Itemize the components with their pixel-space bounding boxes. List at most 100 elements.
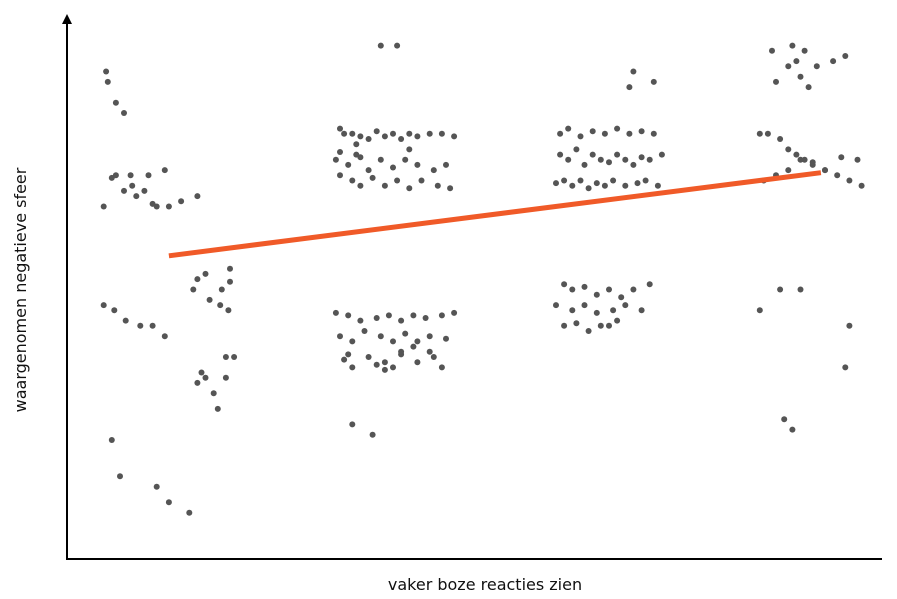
data-point	[626, 84, 633, 91]
data-point	[593, 180, 600, 187]
data-point	[337, 172, 343, 179]
data-point	[194, 276, 201, 283]
data-point	[122, 317, 129, 324]
data-point	[561, 322, 568, 329]
data-point	[402, 156, 409, 163]
data-point	[373, 361, 380, 368]
data-point	[377, 333, 384, 340]
data-point	[764, 130, 771, 137]
data-point	[406, 130, 413, 137]
data-point	[597, 322, 604, 329]
data-point	[630, 161, 637, 168]
data-point	[650, 130, 657, 137]
data-point	[410, 312, 417, 319]
data-point	[801, 156, 808, 163]
data-point	[642, 177, 649, 184]
data-point	[165, 499, 172, 506]
data-point	[186, 509, 193, 516]
y-axis-label: waargenomen negatieve sfeer	[11, 167, 30, 412]
data-point	[858, 182, 865, 189]
data-point	[610, 307, 617, 314]
data-point	[569, 286, 576, 293]
data-point	[222, 374, 229, 381]
data-point	[345, 161, 352, 168]
data-point	[781, 416, 788, 423]
data-point	[577, 177, 584, 184]
data-point	[593, 309, 600, 316]
data-point	[210, 390, 217, 397]
data-point	[430, 167, 437, 174]
data-point	[438, 130, 445, 137]
data-point	[206, 296, 213, 303]
data-point	[222, 354, 229, 360]
data-point	[553, 180, 559, 187]
data-point	[434, 182, 441, 189]
data-point	[406, 185, 413, 192]
data-point	[161, 333, 168, 340]
data-point	[217, 302, 224, 309]
data-point	[369, 431, 376, 438]
data-point	[581, 161, 588, 168]
data-point	[390, 338, 396, 345]
data-point	[569, 307, 576, 314]
data-point	[561, 177, 568, 184]
data-point	[577, 133, 584, 140]
data-point	[797, 156, 804, 163]
data-point	[369, 174, 376, 181]
data-point	[785, 146, 792, 153]
data-point	[117, 473, 123, 480]
data-point	[777, 286, 784, 293]
data-point	[426, 130, 433, 137]
data-point	[589, 128, 596, 135]
data-point	[108, 437, 115, 443]
data-point	[561, 281, 568, 288]
data-point	[231, 354, 238, 360]
data-point	[398, 317, 405, 324]
data-point	[422, 315, 429, 321]
data-point	[553, 302, 559, 309]
data-point	[593, 291, 600, 298]
data-point	[426, 333, 433, 340]
data-point	[557, 151, 564, 158]
data-point	[573, 320, 580, 327]
data-point	[100, 203, 107, 210]
data-point	[638, 154, 645, 161]
data-point	[357, 182, 364, 189]
data-point	[414, 133, 421, 140]
data-point	[398, 348, 405, 355]
data-point	[414, 338, 421, 345]
data-point	[418, 177, 425, 184]
data-point	[606, 322, 612, 329]
data-point	[337, 125, 343, 132]
data-point	[601, 182, 608, 189]
data-point	[377, 156, 384, 163]
data-point	[777, 136, 784, 142]
data-point	[337, 333, 343, 340]
data-point	[332, 309, 339, 316]
data-point	[793, 58, 800, 65]
data-point	[137, 322, 144, 329]
data-point	[789, 42, 796, 49]
data-point	[658, 151, 665, 158]
data-point	[145, 172, 152, 179]
data-point	[610, 177, 617, 184]
data-point	[597, 156, 604, 163]
data-point	[601, 130, 608, 137]
data-point	[805, 84, 812, 91]
data-point	[589, 151, 596, 158]
data-point	[622, 302, 629, 309]
data-point	[797, 286, 804, 293]
data-point	[822, 167, 828, 174]
data-point	[112, 99, 119, 106]
data-point	[585, 328, 592, 334]
data-point	[332, 156, 339, 163]
data-point	[377, 42, 384, 49]
data-point	[650, 78, 657, 85]
data-point	[793, 151, 800, 158]
data-point	[813, 63, 820, 70]
data-point	[618, 294, 625, 301]
data-point	[112, 172, 119, 179]
data-point	[202, 270, 209, 277]
data-point	[785, 63, 792, 70]
data-point	[606, 286, 612, 293]
